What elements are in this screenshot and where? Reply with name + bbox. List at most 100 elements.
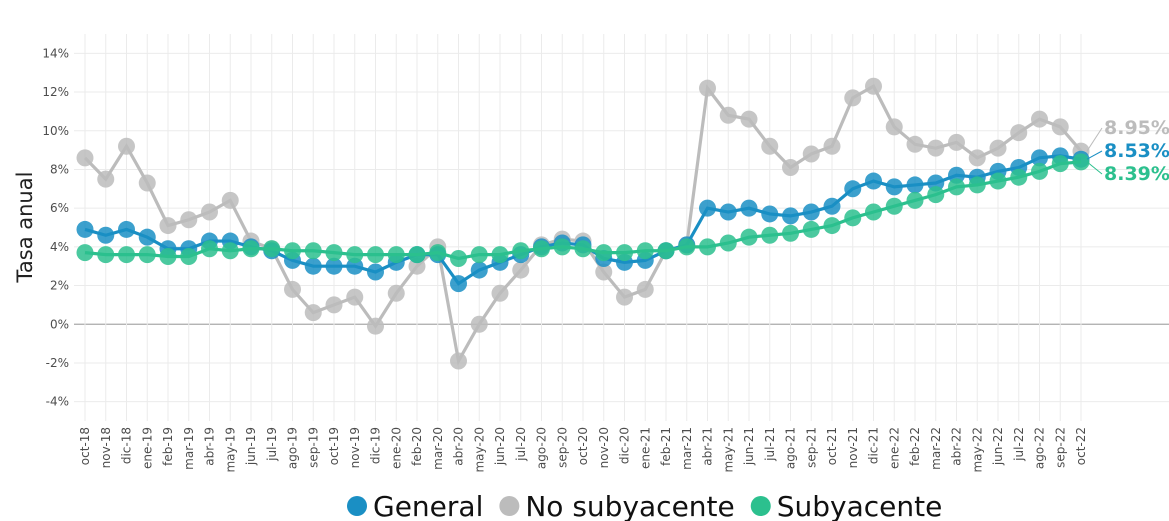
y-tick-label: 6% xyxy=(50,201,69,215)
point xyxy=(1051,155,1069,173)
x-tick-label: abr-21 xyxy=(701,427,715,466)
legend-swatch xyxy=(499,496,520,516)
point xyxy=(844,89,862,107)
point xyxy=(533,240,550,258)
point xyxy=(304,304,322,322)
label-leader xyxy=(1086,161,1103,175)
point xyxy=(159,217,177,235)
point xyxy=(97,246,115,264)
point xyxy=(948,133,965,151)
x-tick-label: jun-21 xyxy=(742,427,756,466)
point xyxy=(761,226,779,244)
point xyxy=(284,242,301,260)
point xyxy=(450,249,467,267)
y-tick-label: 8% xyxy=(50,162,69,176)
point xyxy=(782,224,799,242)
point xyxy=(740,110,758,128)
point xyxy=(574,240,592,258)
point xyxy=(782,207,799,225)
x-tick-label: may-19 xyxy=(223,427,237,473)
point xyxy=(118,246,135,264)
point xyxy=(906,191,924,209)
x-tick-label: mar-20 xyxy=(431,427,445,470)
point xyxy=(989,139,1007,157)
x-tick-label: sep-21 xyxy=(804,427,818,468)
legend-swatch xyxy=(750,496,771,516)
point xyxy=(138,246,156,264)
value-label: 8.95% xyxy=(1104,117,1169,139)
x-tick-label: ene-21 xyxy=(638,427,652,469)
x-tick-label: abr-20 xyxy=(452,427,466,466)
x-tick-label: mar-22 xyxy=(929,427,943,470)
x-tick-label: jul-19 xyxy=(265,427,279,462)
point xyxy=(512,242,530,260)
point xyxy=(885,178,903,196)
x-tick-label: ago-22 xyxy=(1033,427,1047,469)
x-tick-label: nov-19 xyxy=(348,427,362,468)
point xyxy=(761,205,779,223)
point xyxy=(802,145,820,163)
label-leader xyxy=(1086,150,1103,160)
point xyxy=(678,238,696,256)
x-tick-label: ago-20 xyxy=(535,427,549,469)
point xyxy=(844,209,862,227)
x-tick-label: feb-20 xyxy=(410,427,424,466)
point xyxy=(699,199,716,217)
point xyxy=(719,234,737,252)
point xyxy=(325,296,343,314)
point xyxy=(263,240,281,258)
point xyxy=(450,352,467,370)
x-tick-label: may-22 xyxy=(970,427,984,473)
x-tick-label: jul-21 xyxy=(763,427,777,462)
point xyxy=(823,197,841,215)
point xyxy=(844,180,862,198)
point xyxy=(948,178,965,196)
y-tick-label: 4% xyxy=(50,240,69,254)
x-tick-label: jun-20 xyxy=(493,427,507,466)
point xyxy=(201,203,218,221)
value-label: 8.39% xyxy=(1104,163,1169,185)
point xyxy=(802,203,820,221)
point xyxy=(1031,162,1048,180)
x-tick-label: oct-21 xyxy=(825,427,839,465)
point xyxy=(906,135,924,153)
point xyxy=(885,197,903,215)
x-tick-label: feb-22 xyxy=(908,427,922,466)
point xyxy=(118,220,135,238)
point xyxy=(304,257,322,275)
point xyxy=(221,242,239,260)
legend-label: No subyacente xyxy=(525,490,734,521)
point xyxy=(636,242,654,260)
point xyxy=(221,191,239,209)
x-tick-label: mar-19 xyxy=(182,427,196,470)
point xyxy=(491,284,509,302)
x-tick-label: oct-18 xyxy=(78,427,92,465)
y-tick-label: 12% xyxy=(42,85,69,99)
point xyxy=(595,244,613,262)
point xyxy=(201,240,218,258)
point xyxy=(968,176,986,194)
point xyxy=(927,186,945,204)
point xyxy=(865,203,882,221)
point xyxy=(1072,153,1090,171)
point xyxy=(76,220,94,238)
x-tick-label: dic-18 xyxy=(120,427,134,464)
point xyxy=(1031,110,1048,128)
x-tick-label: ago-19 xyxy=(286,427,300,469)
point xyxy=(346,246,364,264)
y-tick-label: 0% xyxy=(50,317,69,331)
x-tick-label: dic-19 xyxy=(369,427,383,464)
point xyxy=(989,172,1007,190)
point xyxy=(138,228,156,246)
x-tick-label: oct-20 xyxy=(576,427,590,465)
x-tick-label: may-20 xyxy=(472,427,486,473)
point xyxy=(387,246,405,264)
point xyxy=(906,176,924,194)
x-tick-label: nov-18 xyxy=(99,427,113,468)
x-tick-label: may-21 xyxy=(721,427,735,473)
point xyxy=(367,263,384,281)
x-tick-label: mar-21 xyxy=(680,427,694,470)
point xyxy=(761,137,779,155)
y-axis-label: Tasa anual xyxy=(13,172,37,284)
